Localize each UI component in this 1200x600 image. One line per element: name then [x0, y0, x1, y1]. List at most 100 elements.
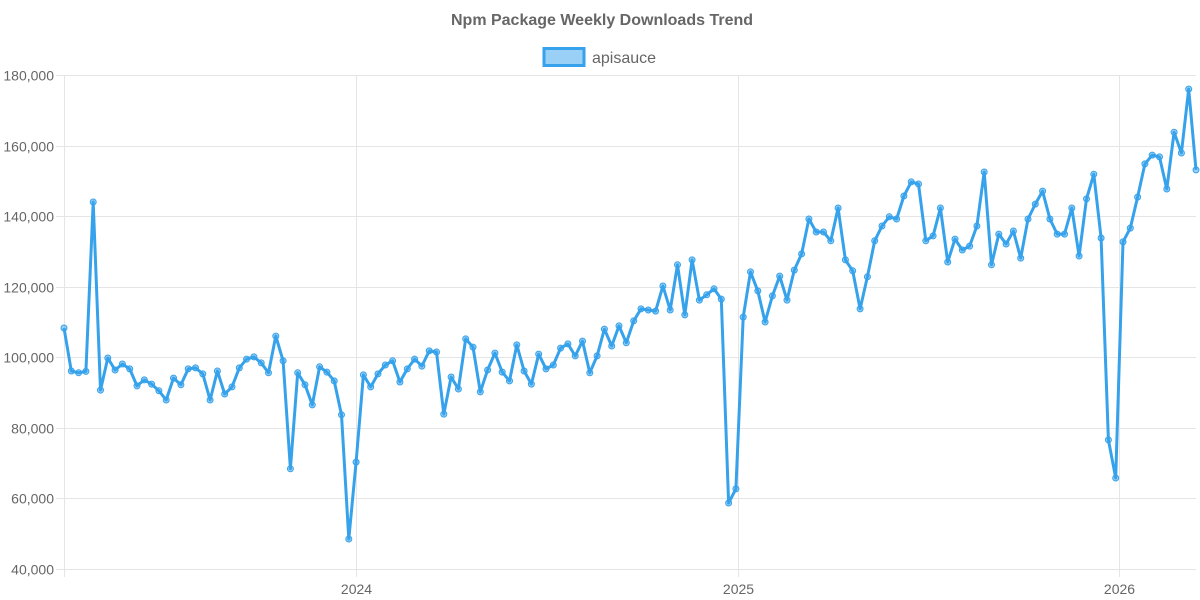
data-point[interactable] — [834, 204, 842, 212]
data-point[interactable] — [330, 377, 338, 385]
data-point[interactable] — [951, 235, 959, 243]
data-point[interactable] — [476, 388, 484, 396]
data-point[interactable] — [89, 198, 97, 206]
data-point[interactable] — [520, 367, 528, 375]
data-point[interactable] — [878, 222, 886, 230]
data-point[interactable] — [1119, 238, 1127, 246]
data-point[interactable] — [1083, 195, 1090, 203]
data-point[interactable] — [454, 385, 462, 393]
data-point[interactable] — [863, 273, 871, 281]
data-point[interactable] — [243, 355, 251, 363]
data-point[interactable] — [929, 232, 937, 240]
data-point[interactable] — [403, 365, 411, 373]
data-point[interactable] — [549, 361, 557, 369]
data-point[interactable] — [1148, 151, 1156, 159]
data-point[interactable] — [666, 306, 674, 314]
legend-label[interactable]: apisauce — [592, 50, 656, 67]
data-point[interactable] — [133, 382, 141, 390]
data-point[interactable] — [447, 373, 455, 381]
data-point[interactable] — [1017, 254, 1025, 262]
data-point[interactable] — [433, 348, 440, 356]
data-point[interactable] — [1053, 230, 1061, 238]
data-point[interactable] — [345, 535, 353, 543]
data-point[interactable] — [97, 386, 104, 394]
data-point[interactable] — [440, 410, 448, 418]
data-point[interactable] — [907, 178, 915, 186]
data-point[interactable] — [82, 367, 90, 375]
data-point[interactable] — [359, 371, 367, 379]
data-point[interactable] — [1031, 200, 1039, 208]
data-point[interactable] — [922, 237, 930, 245]
data-point[interactable] — [148, 380, 156, 388]
data-point[interactable] — [301, 381, 309, 389]
data-point[interactable] — [1024, 215, 1032, 223]
data-point[interactable] — [900, 192, 908, 200]
data-point[interactable] — [988, 261, 995, 269]
data-point[interactable] — [1075, 252, 1083, 260]
data-point[interactable] — [389, 357, 397, 365]
data-point[interactable] — [170, 374, 177, 382]
data-point[interactable] — [535, 350, 543, 358]
data-point[interactable] — [915, 180, 922, 188]
data-point[interactable] — [491, 349, 499, 357]
data-point[interactable] — [352, 458, 360, 466]
data-point[interactable] — [1097, 234, 1105, 242]
data-point[interactable] — [213, 367, 221, 375]
legend-swatch[interactable] — [542, 47, 586, 67]
data-point[interactable] — [973, 222, 981, 230]
data-point[interactable] — [308, 401, 316, 409]
data-point[interactable] — [893, 215, 901, 223]
data-point[interactable] — [710, 285, 718, 293]
data-point[interactable] — [936, 204, 944, 212]
data-point[interactable] — [199, 370, 207, 378]
data-point[interactable] — [1112, 474, 1120, 482]
data-point[interactable] — [659, 282, 667, 290]
data-point[interactable] — [155, 387, 163, 395]
data-point[interactable] — [995, 230, 1003, 238]
data-point[interactable] — [600, 325, 608, 333]
data-point[interactable] — [1039, 187, 1047, 195]
data-point[interactable] — [462, 335, 470, 343]
data-point[interactable] — [703, 291, 711, 299]
data-point[interactable] — [513, 341, 521, 349]
data-point[interactable] — [944, 258, 952, 266]
data-point[interactable] — [469, 343, 477, 351]
data-point[interactable] — [608, 342, 616, 350]
data-point[interactable] — [761, 318, 769, 326]
data-point[interactable] — [374, 370, 382, 378]
data-point[interactable] — [286, 465, 294, 473]
data-point[interactable] — [60, 324, 68, 332]
data-point[interactable] — [768, 292, 776, 300]
data-point[interactable] — [272, 332, 280, 340]
data-point[interactable] — [381, 361, 389, 369]
data-point[interactable] — [1134, 193, 1142, 201]
data-point[interactable] — [820, 228, 827, 236]
data-point[interactable] — [564, 340, 572, 348]
data-point[interactable] — [527, 380, 535, 388]
data-point[interactable] — [184, 365, 192, 373]
data-point[interactable] — [615, 322, 623, 330]
data-point[interactable] — [1061, 230, 1068, 238]
data-point[interactable] — [681, 311, 689, 319]
data-point[interactable] — [162, 396, 170, 404]
data-point[interactable] — [805, 215, 813, 223]
data-point[interactable] — [1002, 240, 1010, 248]
data-point[interactable] — [338, 411, 345, 419]
data-point[interactable] — [294, 369, 302, 377]
data-point[interactable] — [622, 339, 630, 347]
data-point[interactable] — [725, 499, 733, 507]
data-point[interactable] — [126, 365, 134, 373]
data-point[interactable] — [812, 228, 820, 236]
data-point[interactable] — [67, 367, 75, 375]
data-point[interactable] — [1009, 227, 1017, 235]
data-point[interactable] — [790, 266, 798, 274]
data-point[interactable] — [885, 213, 893, 221]
data-point[interactable] — [257, 359, 265, 367]
data-point[interactable] — [695, 296, 703, 304]
data-point[interactable] — [747, 268, 754, 276]
data-point[interactable] — [418, 362, 426, 370]
data-point[interactable] — [980, 168, 988, 176]
data-point[interactable] — [732, 485, 740, 493]
legend[interactable]: apisauce — [542, 47, 656, 68]
data-point[interactable] — [739, 313, 747, 321]
